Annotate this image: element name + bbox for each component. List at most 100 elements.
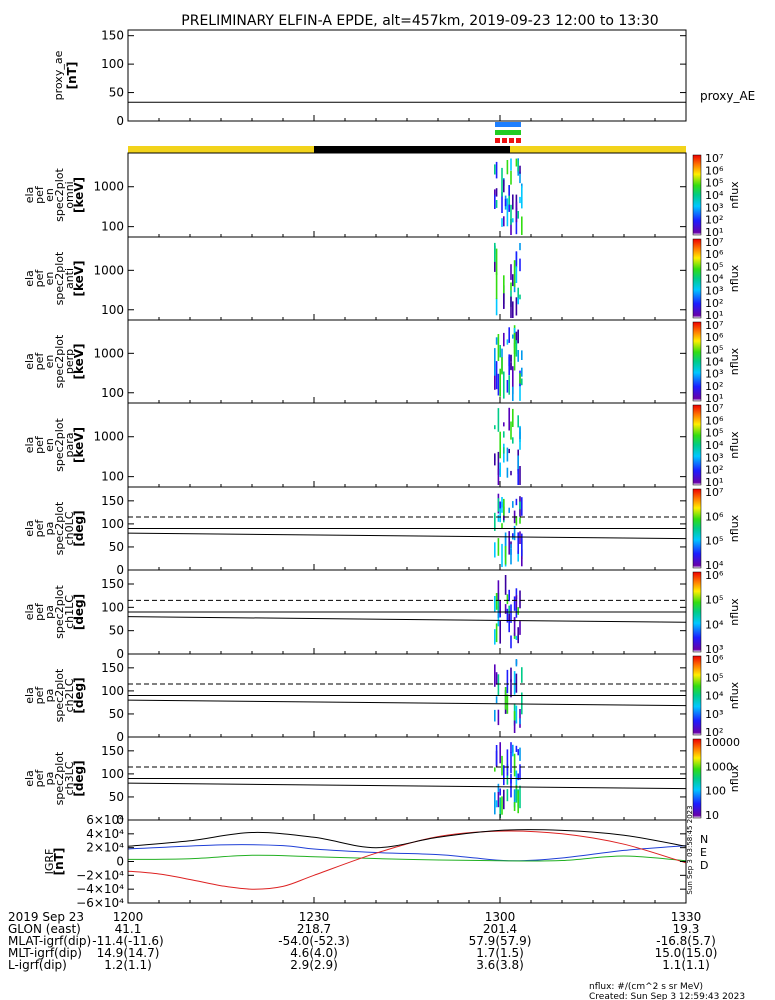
colorbar-tick-label: 10 (705, 809, 719, 822)
colorbar-tick-label: 10000 (705, 736, 740, 749)
spectrogram-cell (497, 373, 500, 396)
y-axis-label: anti (63, 268, 76, 289)
ephem-row: L-igrf(dip) 1.2(1.1) 2.9(2.9) 3.6(3.8) 1.1(1… (8, 958, 710, 972)
spectrogram-cell (517, 749, 519, 756)
ephem-value: 1200 (113, 910, 144, 924)
spectrogram-cell (494, 767, 496, 772)
colorbar-label: nflux (728, 264, 741, 292)
spectrogram-cell (503, 293, 505, 309)
y-axis-label: ela (23, 187, 36, 204)
spectrogram-cell (501, 796, 503, 815)
y-tick-label: 100 (101, 57, 124, 71)
colorbar-tick-label: 10⁴ (705, 618, 724, 631)
ephem-value: 2.9(2.9) (290, 958, 338, 972)
spectrogram-cell (512, 218, 514, 223)
spectrogram-cell (521, 692, 523, 715)
spectrogram-cell (515, 266, 518, 283)
day-bar-right (510, 146, 686, 153)
spectrogram-cell (499, 431, 501, 459)
y-tick-label: −6×10⁴ (76, 896, 124, 910)
spectrogram-cell (495, 200, 498, 208)
spectrogram-cell (521, 367, 523, 377)
spectrogram-cell (519, 517, 521, 524)
spectrogram-cell (506, 467, 509, 478)
spectrogram-cell (497, 334, 500, 361)
spectrogram-cell (521, 350, 523, 360)
y-axis-label: pa (43, 772, 56, 786)
spectrogram-cell (517, 607, 519, 615)
spectrogram-cell (521, 378, 523, 386)
spectrogram-cell (512, 366, 514, 395)
spectrogram-cell (510, 170, 512, 185)
colorbar-label: nflux (728, 347, 741, 375)
y-axis-label: [deg] (72, 594, 86, 630)
spectrogram-cell (503, 332, 505, 347)
y-axis-label: spec2plot (53, 334, 66, 388)
y-axis-label: omni (63, 181, 76, 208)
panel-proxy_ae: proxy_AE 0 50 100 150 proxy_ae [nT] (52, 29, 755, 128)
reference-line (127, 782, 687, 790)
colorbar-tick-label: 10³ (705, 285, 723, 298)
y-tick-label: 50 (109, 707, 124, 721)
spectrogram-cell (497, 514, 500, 522)
spectrogram-cell (519, 373, 521, 384)
colorbar-label: nflux (728, 514, 741, 542)
spectrogram-cell (503, 447, 505, 454)
y-axis-label: pa (43, 689, 56, 703)
y-axis-label: perp (63, 349, 76, 374)
spectrogram-cell (517, 773, 519, 781)
panel-pa_ch3LC: 10000 1000 100 10 nflux 0 50 100 150 elapefpaspec… (23, 736, 741, 827)
y-axis-label: pef (33, 686, 46, 705)
y-axis-label: spec2plot (53, 585, 66, 639)
spectrogram-cell (512, 533, 514, 538)
y-axis-label: ela (23, 687, 36, 704)
spectrogram-cell (513, 671, 516, 695)
y-axis-label: [keV] (72, 343, 86, 379)
spectrogram-cell (513, 260, 516, 287)
spectrogram-cell (517, 297, 519, 305)
spectrogram-cell (495, 248, 498, 276)
y-tick-label: 100 (101, 303, 124, 317)
ephem-value: 15.0(15.0) (655, 946, 718, 960)
spectrogram-cell (503, 275, 505, 304)
ephem-value: -54.0(-52.3) (278, 934, 349, 948)
spectrogram-cell (510, 604, 512, 623)
spectrogram-cell (508, 448, 510, 454)
spectrogram-cell (503, 371, 505, 399)
colorbar-tick-label: 10⁴ (705, 273, 724, 286)
spectrogram-cell (510, 635, 512, 649)
spectrogram-cell (519, 590, 521, 609)
spectrogram-cell (495, 161, 498, 179)
panel-frame (127, 152, 687, 238)
spectrogram-cell (508, 589, 510, 602)
spectrogram-cell (494, 242, 496, 262)
spectrogram-cell (494, 425, 496, 430)
y-tick-label: −4×10⁴ (76, 882, 124, 896)
colorbar-tick-label: 10² (705, 380, 723, 393)
spectrogram-cell (517, 790, 519, 814)
y-axis-label: spec2plot (53, 751, 66, 805)
colorbar-tick-label: 10⁴ (705, 559, 724, 572)
spectrogram-cell (504, 687, 507, 710)
spectrogram-cell (497, 580, 500, 600)
colorbar-tick-label: 10² (705, 297, 723, 310)
y-tick-label: 50 (109, 86, 124, 100)
spectrogram-cell (506, 447, 509, 462)
spectrogram-cell (521, 183, 523, 188)
y-axis-label: spec2plot (53, 418, 66, 472)
spectrogram-cell (515, 297, 518, 316)
spectrogram-cell (495, 361, 498, 390)
ephem-value: 1230 (299, 910, 330, 924)
colorbar-tick-label: 10² (705, 464, 723, 477)
reference-line (127, 616, 687, 623)
spectrogram-cell (517, 469, 519, 485)
spectrogram-cell (515, 340, 518, 357)
spectrogram-cell (503, 216, 505, 227)
spectrogram-cell (510, 296, 512, 318)
spectrogram-cell (497, 792, 500, 808)
spectrogram-cell (508, 185, 510, 211)
y-axis-label: spec2plot (53, 168, 66, 222)
series-line-e (127, 854, 687, 862)
